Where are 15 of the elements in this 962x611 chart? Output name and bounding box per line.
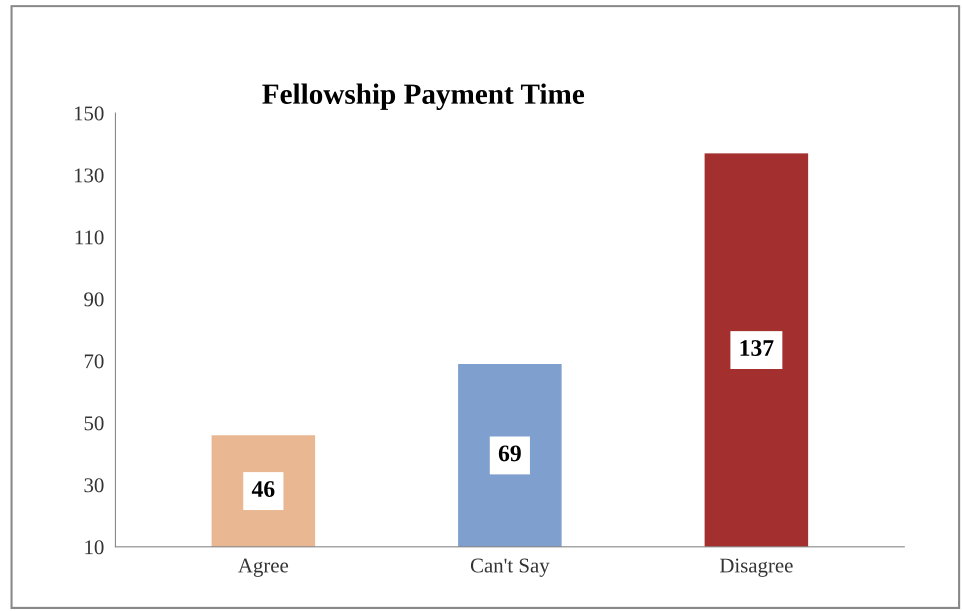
y-tick-label: 110 <box>76 230 104 244</box>
x-tick-label: Can't Say <box>470 558 550 577</box>
y-tick-label: 30 <box>84 478 104 492</box>
y-tick-label: 10 <box>85 540 104 554</box>
y-tick-label: 70 <box>84 354 104 368</box>
data-label: 46 <box>252 481 274 497</box>
x-tick-label: Disagree <box>720 558 793 577</box>
y-tick-label: 130 <box>74 168 104 182</box>
x-tick-label: Agree <box>238 558 288 577</box>
y-tick-label: 90 <box>84 292 104 306</box>
y-tick-label: 50 <box>84 416 104 430</box>
chart-title: Fellowship Payment Time <box>262 83 584 110</box>
y-tick-label: 150 <box>74 106 104 120</box>
data-label: 137 <box>740 340 774 356</box>
data-label: 69 <box>498 445 521 462</box>
